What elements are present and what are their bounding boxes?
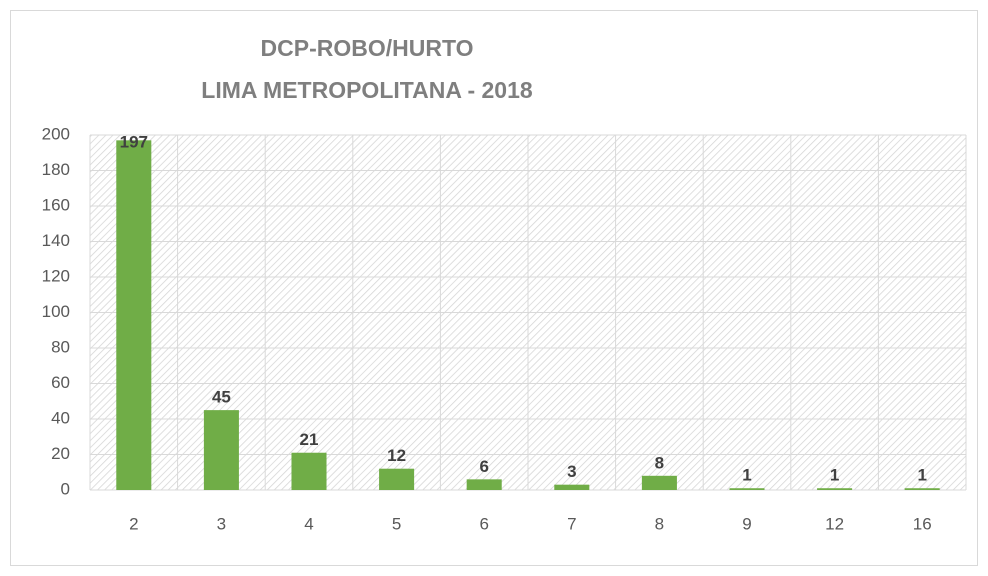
x-tick-label: 7 (567, 514, 576, 533)
y-tick-label: 60 (51, 373, 70, 392)
y-tick-label: 180 (42, 160, 70, 179)
y-tick-label: 120 (42, 266, 70, 285)
data-label: 12 (387, 446, 406, 465)
y-tick-label: 20 (51, 444, 70, 463)
data-label: 1 (830, 466, 839, 485)
y-tick-label: 40 (51, 408, 70, 427)
x-tick-label: 2 (129, 514, 138, 533)
y-tick-label: 100 (42, 302, 70, 321)
x-tick-label: 3 (217, 514, 226, 533)
data-label: 21 (300, 430, 319, 449)
chart-title: DCP-ROBO/HURTO (261, 35, 474, 61)
y-tick-label: 80 (51, 337, 70, 356)
bar (291, 452, 327, 490)
data-label: 1 (742, 466, 751, 485)
y-tick-label: 200 (42, 124, 70, 143)
data-label: 8 (655, 453, 664, 472)
x-tick-label: 16 (913, 514, 932, 533)
y-tick-label: 160 (42, 195, 70, 214)
x-tick-label: 5 (392, 514, 401, 533)
data-label: 45 (212, 388, 231, 407)
bar (729, 488, 765, 490)
y-tick-label: 140 (42, 231, 70, 250)
bar (904, 488, 940, 490)
bar (817, 488, 853, 490)
data-label: 1 (917, 466, 926, 485)
x-tick-label: 9 (742, 514, 751, 533)
x-tick-label: 4 (304, 514, 313, 533)
x-tick-label: 12 (825, 514, 844, 533)
bar (641, 475, 677, 490)
bar (554, 484, 590, 490)
y-tick-label: 0 (61, 479, 70, 498)
bar (203, 410, 239, 490)
data-label: 3 (567, 462, 576, 481)
bar (379, 468, 415, 490)
x-tick-label: 8 (655, 514, 664, 533)
data-label: 197 (120, 132, 148, 151)
bar (116, 140, 152, 490)
data-label: 6 (479, 457, 488, 476)
x-tick-label: 6 (479, 514, 488, 533)
chart-title: LIMA METROPOLITANA - 2018 (201, 77, 533, 103)
bar (466, 479, 502, 490)
